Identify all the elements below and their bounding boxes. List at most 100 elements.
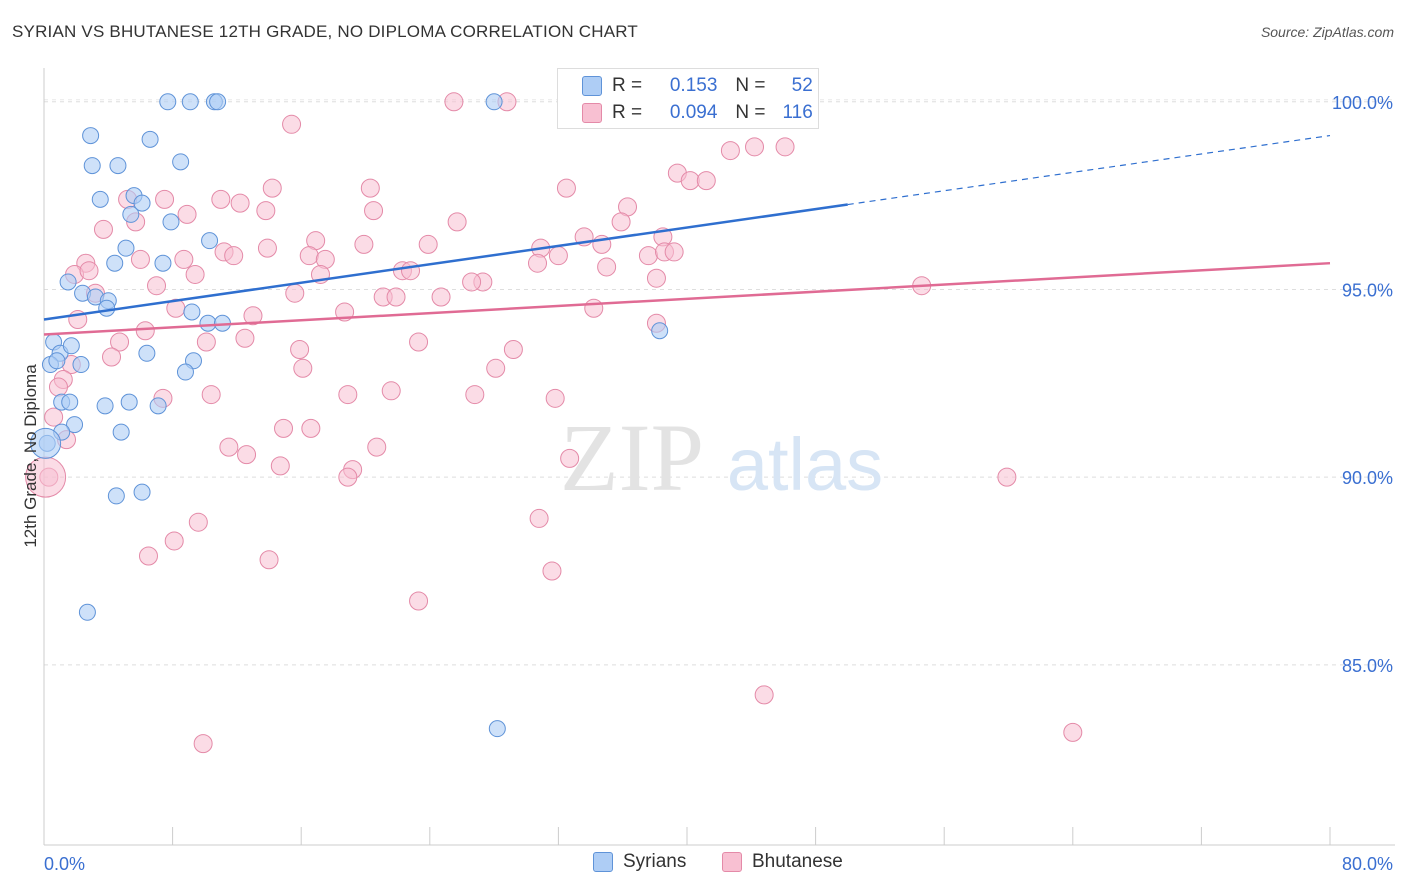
stats-legend: R = 0.153 N = 52 R = 0.094 N = 116 [557,68,819,129]
legend-n-value-bhutanese: 116 [782,102,813,123]
y-tick-label: 90.0% [1342,468,1393,488]
data-point-bhutanese [338,385,358,405]
data-point-syrians [78,603,96,621]
data-point-syrians [72,356,90,374]
data-point-bhutanese [364,201,384,221]
legend-item-syrians[interactable]: Syrians [593,851,686,873]
data-point-syrians [159,93,177,111]
data-point-syrians [181,93,199,111]
data-point-syrians [199,314,217,332]
legend-r-value-bhutanese: 0.094 [669,102,718,123]
data-point-bhutanese [193,734,213,754]
data-point-syrians [149,397,167,415]
watermark-atlas: atlas [727,423,883,506]
data-point-bhutanese [177,204,197,224]
data-point-syrians [66,416,84,434]
data-point-bhutanese [219,437,239,457]
data-point-syrians [82,127,100,145]
data-point-bhutanese [237,445,257,465]
x-tick-label-max: 80.0% [1342,854,1393,874]
data-point-bhutanese [462,272,482,292]
data-point-bhutanese [290,340,310,360]
data-point-bhutanese [646,268,666,288]
data-point-bhutanese [556,178,576,198]
data-point-bhutanese [138,546,158,566]
data-point-syrians [109,157,127,175]
data-point-bhutanese [409,591,429,611]
data-point-bhutanese [230,193,250,213]
x-tick-label-min: 0.0% [44,854,85,874]
data-point-bhutanese [754,685,774,705]
data-point-bhutanese [696,171,716,191]
data-point-syrians [133,194,151,212]
bhutanese-points [25,92,1083,754]
data-point-bhutanese [465,385,485,405]
data-point-bhutanese [431,287,451,307]
data-point-bhutanese [299,246,319,266]
data-point-bhutanese [262,178,282,198]
data-point-bhutanese [293,358,313,378]
trend-lines [43,134,1331,336]
data-point-bhutanese [282,114,302,134]
data-point-bhutanese [386,287,406,307]
data-point-bhutanese [164,531,184,551]
data-point-bhutanese [528,253,548,273]
gridlines [44,99,1395,666]
data-point-bhutanese [597,257,617,277]
data-point-syrians [96,397,114,415]
data-point-bhutanese [338,467,358,487]
data-point-syrians [61,393,79,411]
data-point-bhutanese [680,171,700,191]
data-point-bhutanese [130,249,150,269]
data-point-bhutanese [409,332,429,352]
data-point-syrians [201,232,219,250]
legend-r-value-syrians: 0.153 [669,75,718,96]
data-point-syrians [91,190,109,208]
data-point-bhutanese [360,178,380,198]
data-point-syrians [162,213,180,231]
data-point-bhutanese [235,328,255,348]
data-point-bhutanese [664,242,684,262]
legend-swatch-bhutanese [722,852,742,872]
data-point-syrians [30,427,62,459]
data-point-syrians [120,393,138,411]
data-point-syrians [106,254,124,272]
data-point-syrians [59,273,77,291]
data-point-bhutanese [560,448,580,468]
data-point-bhutanese [196,332,216,352]
legend-swatch-bhutanese [582,103,602,123]
data-point-bhutanese [301,418,321,438]
data-point-bhutanese [611,212,631,232]
data-point-syrians [141,130,159,148]
data-point-bhutanese [135,321,155,341]
legend-item-bhutanese[interactable]: Bhutanese [722,851,843,873]
source-label: Source: ZipAtlas.com [1260,24,1394,40]
data-point-bhutanese [745,137,765,157]
data-point-bhutanese [147,276,167,296]
trend-line-syrians-extension [847,134,1331,206]
data-point-bhutanese [270,456,290,476]
y-axis-label: 12th Grade, No Diploma [21,364,40,548]
data-point-bhutanese [720,141,740,161]
data-point-bhutanese [584,298,604,318]
data-point-syrians [117,239,135,257]
data-point-bhutanese [274,418,294,438]
legend-label-syrians: Syrians [623,851,687,872]
data-point-syrians [107,487,125,505]
trend-line-bhutanese [43,261,1331,336]
data-point-bhutanese [354,234,374,254]
data-point-bhutanese [486,358,506,378]
legend-n-label: N = [735,75,766,96]
data-point-bhutanese [44,407,64,427]
data-point-bhutanese [775,137,795,157]
data-point-bhutanese [444,92,464,112]
legend-n-label: N = [735,102,766,123]
data-point-bhutanese [401,261,421,281]
data-point-syrians [62,337,80,355]
axis-labels: 85.0% 90.0% 95.0% 100.0% 0.0% 80.0% 12th Grade… [21,93,1393,874]
data-point-bhutanese [79,261,99,281]
y-tick-label: 85.0% [1342,656,1393,676]
legend-r-label: R = [612,75,643,96]
data-point-bhutanese [224,246,244,266]
data-point-bhutanese [418,234,438,254]
